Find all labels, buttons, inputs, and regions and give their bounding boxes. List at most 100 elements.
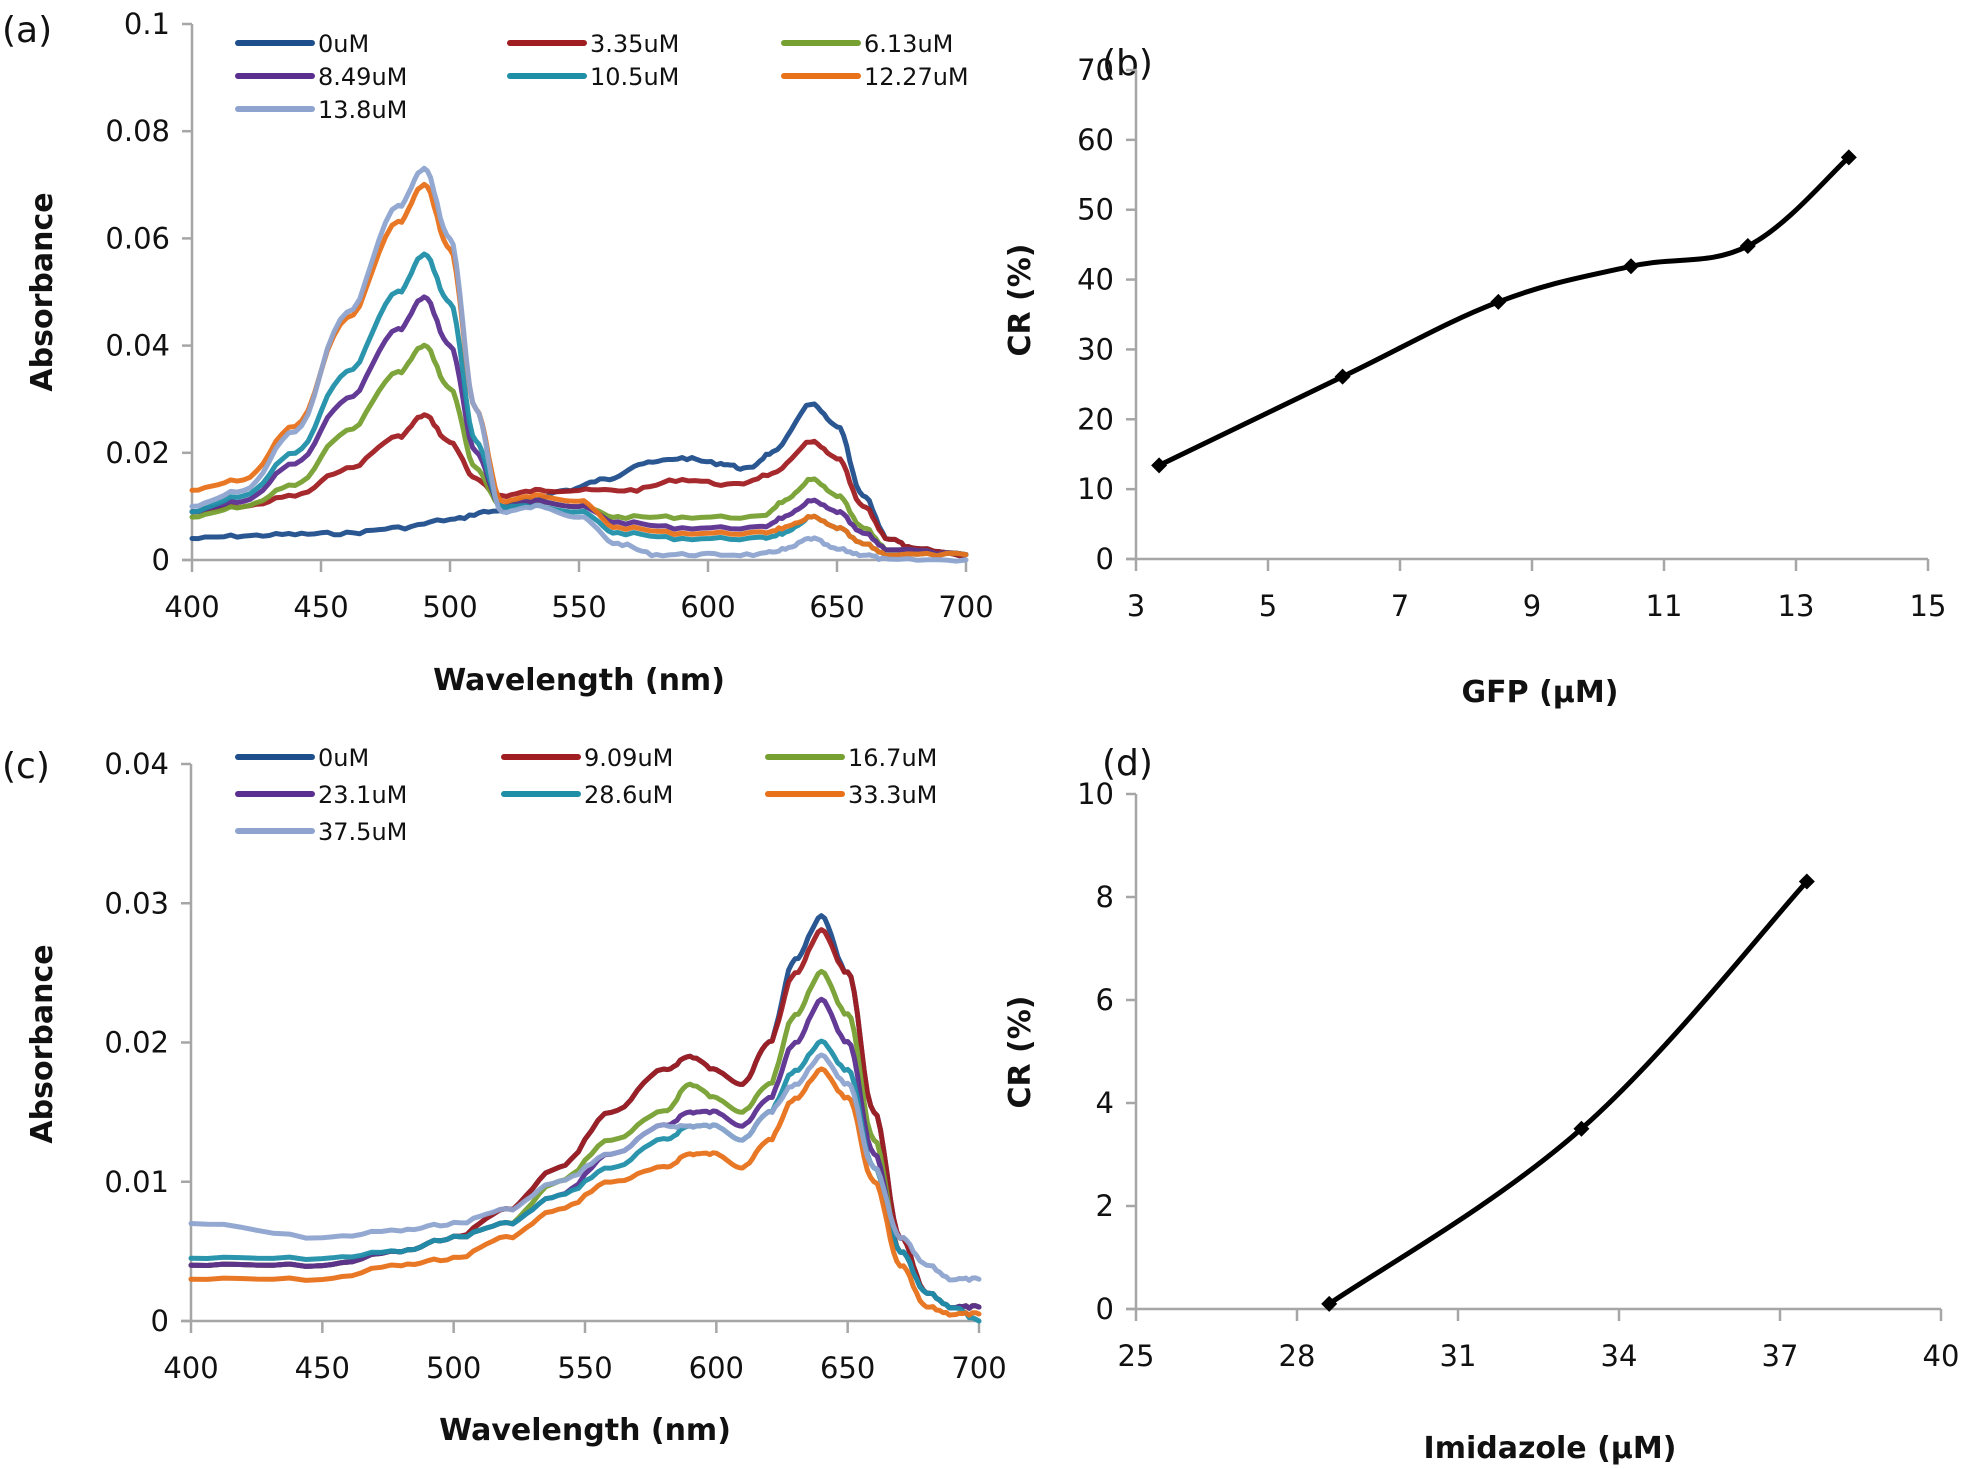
y-axis-title: CR (%): [1003, 243, 1038, 356]
data-point-marker: [1490, 293, 1507, 310]
series-line-3.35uM: [189, 412, 969, 559]
y-tick-label: 2: [1096, 1189, 1114, 1223]
legend-label: 13.8uM: [318, 96, 407, 124]
y-tick-label: 0.04: [104, 747, 169, 781]
data-point-marker: [1840, 149, 1857, 166]
legend-label: 0uM: [318, 30, 369, 58]
x-tick-label: 13: [1778, 589, 1815, 623]
legend-label: 33.3uM: [848, 781, 937, 809]
y-tick-label: 10: [1077, 777, 1114, 811]
y-tick-label: 50: [1077, 193, 1114, 227]
y-tick-label: 60: [1077, 123, 1114, 157]
y-tick-label: 8: [1096, 880, 1114, 914]
data-point-marker: [1321, 1295, 1338, 1312]
x-tick-label: 40: [1923, 1339, 1960, 1373]
series-line-12.27uM: [189, 181, 969, 559]
legend-label: 16.7uM: [848, 744, 937, 772]
y-tick-label: 20: [1077, 402, 1114, 436]
panel-d: (d) 0 2 4 6 8 10 25 28 31 34 37 40 Imidazole (μM) CR (…: [1003, 743, 1959, 1466]
y-tick-label: 0: [1096, 1292, 1114, 1326]
x-tick-label: 400: [164, 590, 219, 624]
x-axis-title: Wavelength (nm): [439, 1413, 731, 1448]
y-tick-label: 0.02: [104, 1026, 169, 1060]
data-point-marker: [1798, 873, 1815, 890]
series-line: [1156, 154, 1852, 468]
x-tick-label: 650: [820, 1351, 875, 1385]
x-axis-title: Wavelength (nm): [433, 663, 725, 698]
y-tick-label: 0: [1096, 542, 1114, 576]
legend-label: 8.49uM: [318, 63, 407, 91]
panel-b: (b) 0 10 20 30 40 50 60 70 3 5 7 9 11 13 15 GFP (μM) CR (…: [1003, 43, 1946, 710]
x-tick-label: 400: [163, 1351, 218, 1385]
series-line: [1326, 879, 1810, 1307]
legend-label: 0uM: [318, 744, 369, 772]
legend-label: 12.27uM: [864, 63, 969, 91]
y-tick-label: 0.03: [104, 886, 169, 920]
x-tick-label: 11: [1646, 589, 1683, 623]
series-line-33.3uM: [188, 1066, 982, 1318]
panel-label: (b): [1102, 43, 1153, 84]
y-tick-label: 0.01: [104, 1165, 169, 1199]
x-tick-label: 34: [1601, 1339, 1638, 1373]
series-line-13.8uM: [189, 165, 969, 564]
x-tick-label: 5: [1259, 589, 1277, 623]
x-tick-label: 500: [426, 1351, 481, 1385]
y-tick-label: 0: [152, 543, 170, 577]
y-tick-label: 0.08: [105, 114, 170, 148]
x-tick-label: 700: [938, 590, 993, 624]
x-tick-label: 28: [1279, 1339, 1316, 1373]
panel-a: (a) 0 0.02 0.04 0.06 0.08 0.1 400 450 500 550 600 65…: [2, 7, 994, 698]
legend-label: 37.5uM: [318, 818, 407, 846]
y-axis-title: CR (%): [1003, 995, 1038, 1108]
x-tick-label: 3: [1127, 589, 1145, 623]
panel-c: (c) 0 0.01 0.02 0.03 0.04 400 450 500 550 600 650 70…: [2, 744, 1007, 1448]
panel-label: (d): [1102, 743, 1153, 784]
y-tick-label: 30: [1077, 332, 1114, 366]
y-tick-label: 70: [1077, 53, 1114, 87]
legend-label: 23.1uM: [318, 781, 407, 809]
x-tick-label: 600: [680, 590, 735, 624]
panel-label: (c): [2, 746, 50, 787]
y-tick-label: 0.02: [105, 436, 170, 470]
x-tick-label: 31: [1440, 1339, 1477, 1373]
legend: 0uM 3.35uM 6.13uM 8.49uM 10.5uM 12.27uM 13.8uM: [235, 30, 969, 124]
x-tick-label: 450: [295, 1351, 350, 1385]
panel-label: (a): [2, 10, 52, 51]
x-tick-label: 450: [293, 590, 348, 624]
legend-label: 10.5uM: [590, 63, 679, 91]
y-axis-title: Absorbance: [25, 944, 60, 1143]
legend-label: 3.35uM: [590, 30, 679, 58]
x-tick-label: 600: [689, 1351, 744, 1385]
series-line-0uM: [189, 401, 969, 559]
series-line-8.49uM: [189, 294, 969, 558]
y-axis-title: Absorbance: [25, 192, 60, 391]
y-tick-label: 0.1: [124, 7, 170, 41]
y-tick-label: 0.06: [105, 221, 170, 255]
legend-label: 28.6uM: [584, 781, 673, 809]
y-tick-label: 40: [1077, 263, 1114, 297]
data-point-marker: [1739, 238, 1756, 255]
data-point-marker: [1623, 258, 1639, 275]
x-axis-title: GFP (μM): [1462, 675, 1619, 710]
x-tick-label: 700: [951, 1351, 1006, 1385]
x-tick-label: 25: [1118, 1339, 1155, 1373]
series-line-37.5uM: [188, 1052, 982, 1283]
x-tick-label: 7: [1391, 589, 1409, 623]
x-tick-label: 15: [1910, 589, 1947, 623]
x-tick-label: 550: [551, 590, 606, 624]
data-point-marker: [1151, 457, 1168, 474]
x-tick-label: 37: [1762, 1339, 1799, 1373]
x-tick-label: 500: [422, 590, 477, 624]
data-point-marker: [1573, 1120, 1590, 1137]
legend-label: 6.13uM: [864, 30, 953, 58]
x-axis-title: Imidazole (μM): [1424, 1431, 1677, 1466]
y-tick-label: 0: [151, 1304, 169, 1338]
legend-label: 9.09uM: [584, 744, 673, 772]
y-tick-label: 6: [1096, 983, 1114, 1017]
y-tick-label: 4: [1096, 1086, 1114, 1120]
legend: 0uM 9.09uM 16.7uM 23.1uM 28.6uM 33.3uM 37.5uM: [235, 744, 937, 846]
y-tick-label: 10: [1077, 472, 1114, 506]
y-tick-label: 0.04: [105, 329, 170, 363]
data-point-marker: [1334, 368, 1351, 385]
